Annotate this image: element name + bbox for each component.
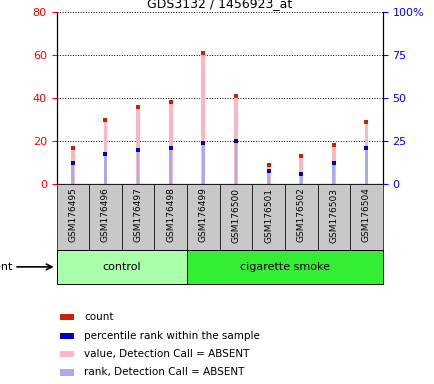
Text: GSM176495: GSM176495: [68, 188, 77, 242]
Text: rank, Detection Call = ABSENT: rank, Detection Call = ABSENT: [84, 367, 244, 377]
Bar: [252, 184, 284, 250]
Text: percentile rank within the sample: percentile rank within the sample: [84, 331, 260, 341]
Bar: [187, 250, 382, 284]
Text: control: control: [102, 262, 141, 272]
Bar: [136, 107, 140, 184]
Bar: [56, 184, 89, 250]
Bar: [234, 141, 237, 184]
Bar: [299, 156, 302, 184]
Bar: [103, 119, 107, 184]
Text: GSM176501: GSM176501: [263, 188, 273, 243]
Bar: [60, 314, 74, 320]
Bar: [266, 171, 270, 184]
Bar: [299, 174, 302, 184]
Text: GSM176496: GSM176496: [101, 188, 110, 242]
Bar: [364, 122, 368, 184]
Bar: [60, 369, 74, 376]
Bar: [219, 184, 252, 250]
Bar: [266, 165, 270, 184]
Bar: [71, 163, 74, 184]
Text: GSM176499: GSM176499: [198, 188, 207, 242]
Text: GSM176504: GSM176504: [361, 188, 370, 242]
Bar: [233, 96, 237, 184]
Bar: [122, 184, 154, 250]
Title: GDS3132 / 1456923_at: GDS3132 / 1456923_at: [147, 0, 292, 10]
Bar: [154, 184, 187, 250]
Text: GSM176498: GSM176498: [166, 188, 175, 242]
Bar: [331, 146, 335, 184]
Bar: [317, 184, 349, 250]
Bar: [169, 147, 172, 184]
Bar: [60, 333, 74, 339]
Bar: [364, 147, 367, 184]
Text: GSM176497: GSM176497: [133, 188, 142, 242]
Bar: [168, 102, 172, 184]
Text: agent: agent: [0, 262, 13, 272]
Bar: [332, 163, 335, 184]
Text: GSM176502: GSM176502: [296, 188, 305, 242]
Bar: [60, 351, 74, 357]
Bar: [136, 150, 139, 184]
Bar: [104, 154, 107, 184]
Bar: [56, 250, 187, 284]
Text: GSM176500: GSM176500: [231, 188, 240, 243]
Text: GSM176503: GSM176503: [329, 188, 338, 243]
Text: count: count: [84, 312, 114, 322]
Bar: [187, 184, 219, 250]
Text: cigarette smoke: cigarette smoke: [240, 262, 329, 272]
Bar: [89, 184, 122, 250]
Bar: [349, 184, 382, 250]
Bar: [284, 184, 317, 250]
Bar: [201, 143, 204, 184]
Text: value, Detection Call = ABSENT: value, Detection Call = ABSENT: [84, 349, 249, 359]
Bar: [201, 53, 205, 184]
Bar: [71, 147, 75, 184]
